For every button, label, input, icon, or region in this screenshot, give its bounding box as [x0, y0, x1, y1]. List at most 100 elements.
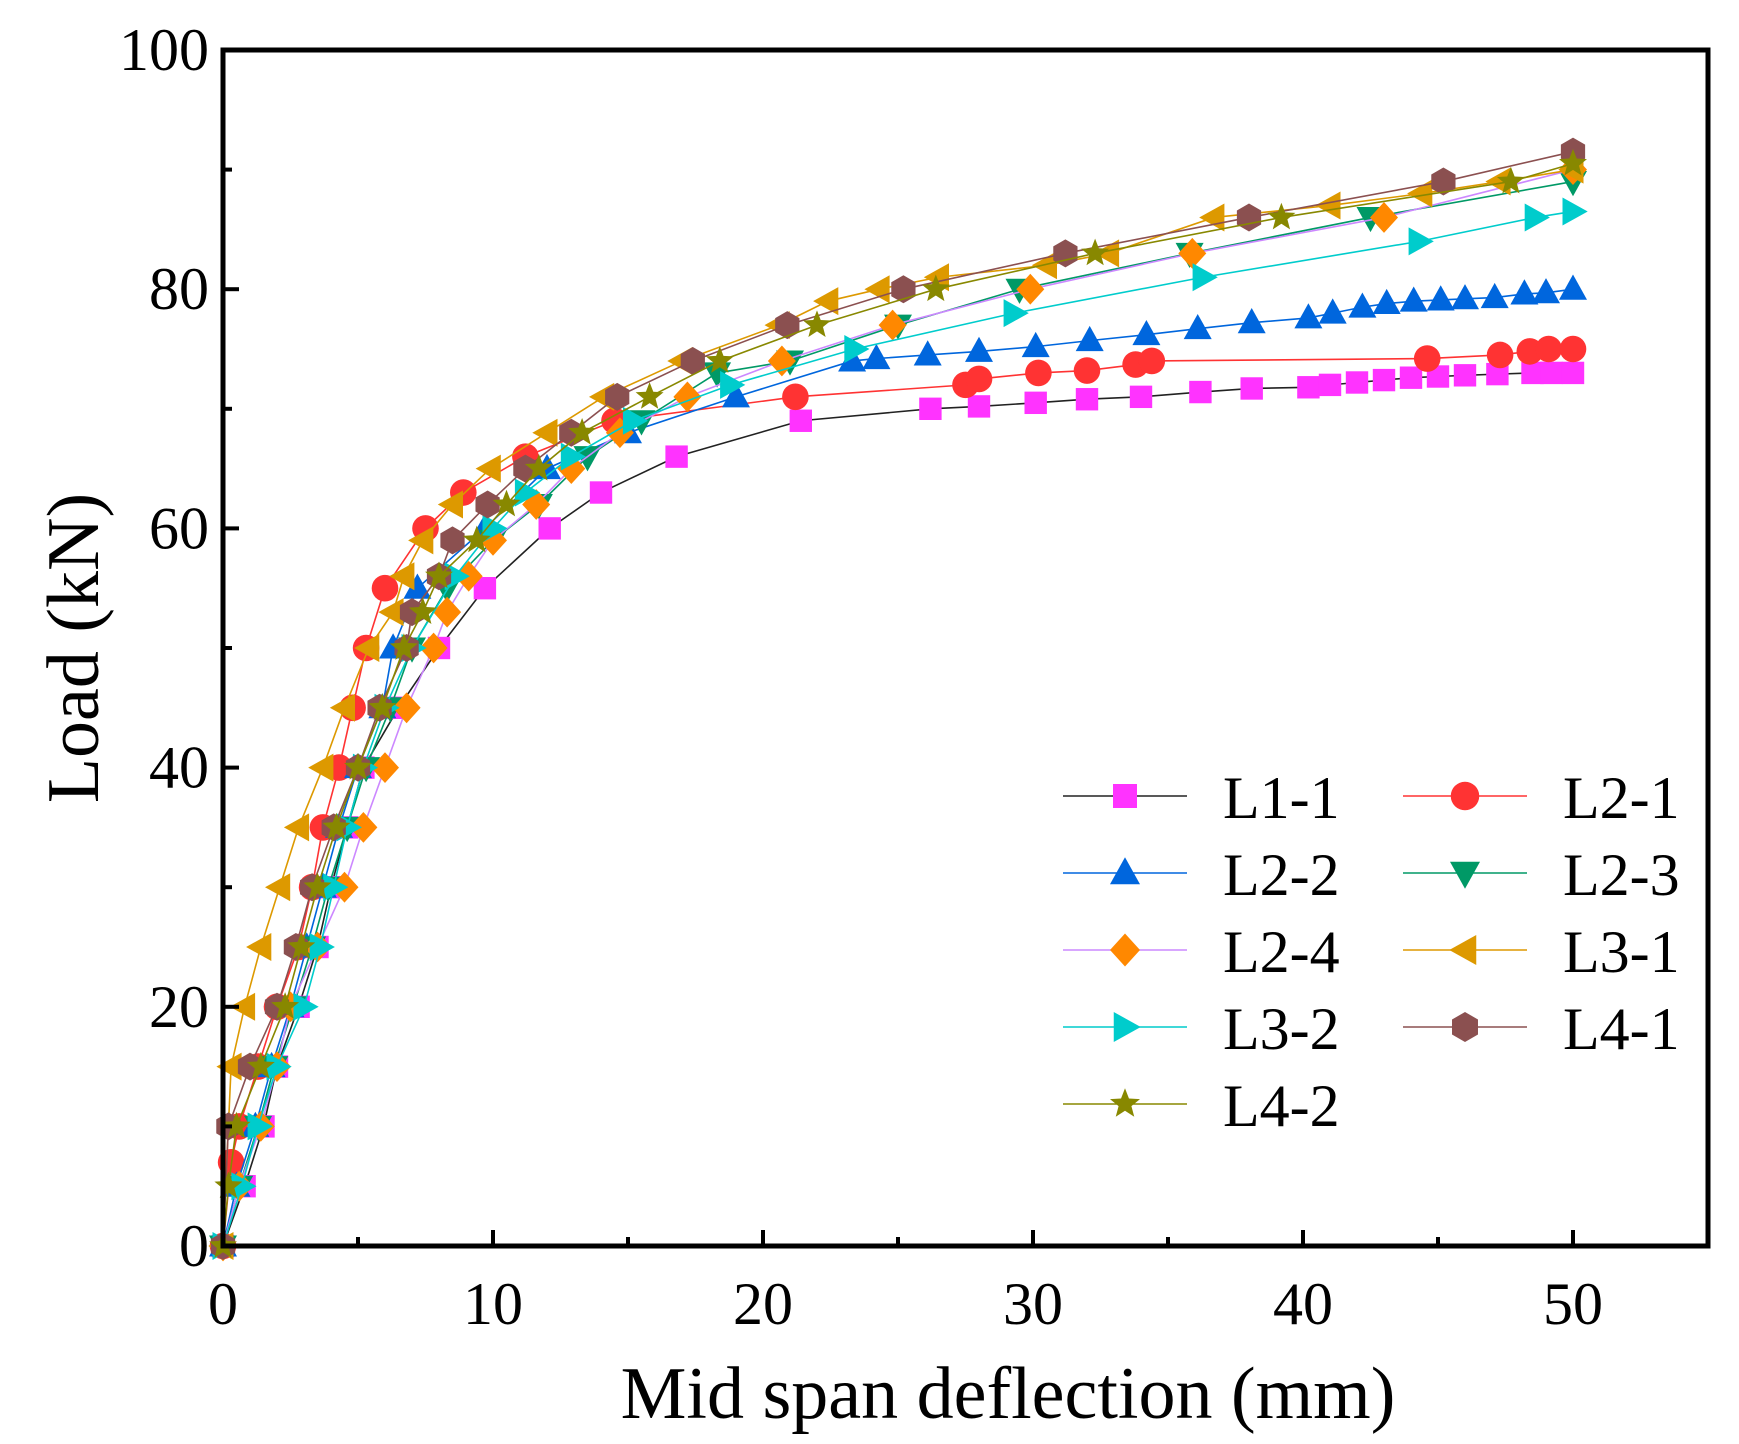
data-point: [309, 933, 335, 961]
data-point: [720, 370, 746, 399]
x-tick-label: 0: [208, 1271, 238, 1337]
data-point: [475, 490, 500, 519]
series-line: [222, 348, 1573, 1247]
data-point: [1521, 361, 1544, 385]
data-point: [271, 992, 300, 1019]
data-point: [344, 752, 372, 780]
data-point: [864, 275, 890, 304]
data-point: [482, 514, 508, 543]
legend-marker-icon: [1450, 861, 1480, 889]
data-point: [378, 598, 404, 627]
legend-label: L3-1: [1563, 919, 1680, 985]
data-point: [524, 453, 553, 481]
x-tick-label: 50: [1543, 1271, 1603, 1337]
y-tick-label: 20: [149, 974, 209, 1040]
legend-item: L3-1: [1403, 919, 1680, 985]
data-point: [287, 932, 316, 959]
data-point: [1540, 361, 1563, 385]
data-point: [862, 343, 891, 370]
data-point: [1408, 227, 1434, 256]
data-point: [475, 454, 501, 483]
y-tick-label: 60: [149, 495, 209, 561]
data-point: [473, 577, 497, 600]
y-axis-label: Load (kN): [33, 493, 115, 803]
data-point: [1559, 335, 1587, 363]
y-tick-label: 0: [179, 1213, 209, 1279]
data-point: [1399, 366, 1423, 389]
data-point: [1294, 303, 1323, 329]
data-point: [1453, 364, 1477, 387]
data-point: [229, 992, 256, 1021]
legend-label: L1-1: [1223, 765, 1340, 831]
data-point: [492, 489, 521, 517]
data-point: [408, 526, 434, 555]
data-point: [589, 481, 613, 504]
data-point: [891, 275, 916, 304]
data-point: [1496, 166, 1525, 194]
data-point: [1318, 373, 1342, 397]
data-point: [308, 753, 334, 782]
legend-marker-icon: [1110, 933, 1140, 967]
legend-item: L2-2: [1063, 842, 1340, 908]
data-point: [354, 634, 380, 662]
x-tick-label: 10: [463, 1271, 523, 1337]
data-point: [921, 274, 950, 302]
data-point: [665, 445, 688, 468]
x-tick-label: 20: [733, 1271, 793, 1337]
data-point: [368, 693, 397, 720]
legend-marker-icon: [1450, 781, 1480, 811]
series-l1-1: [211, 361, 1585, 1258]
data-point: [1559, 148, 1587, 176]
data-point: [425, 561, 453, 589]
legend-item: L1-1: [1063, 765, 1340, 831]
legend-label: L4-1: [1563, 996, 1680, 1062]
series-line: [222, 210, 1574, 1247]
data-point: [1075, 325, 1104, 352]
data-point: [323, 873, 349, 902]
series-layer: [208, 137, 1588, 1262]
y-tick-label: 80: [149, 256, 209, 322]
data-point: [322, 812, 351, 840]
data-point: [349, 812, 378, 843]
series-line: [222, 372, 1573, 1247]
legend-item: L2-1: [1403, 765, 1680, 831]
legend-label: L2-2: [1223, 842, 1340, 908]
y-tick-label: 100: [119, 17, 209, 83]
data-point: [433, 596, 462, 628]
data-point: [1093, 239, 1120, 268]
legend-item: L2-4: [1063, 919, 1340, 985]
data-point: [1348, 292, 1377, 318]
series-l2-1: [209, 335, 1587, 1260]
data-point: [1431, 167, 1456, 196]
data-point: [803, 310, 831, 337]
data-point: [231, 1172, 257, 1201]
data-point: [303, 872, 332, 900]
data-point: [1129, 385, 1153, 409]
legend-marker-icon: [1110, 857, 1140, 885]
data-point: [440, 526, 465, 555]
data-point: [1372, 368, 1396, 392]
data-point: [1138, 347, 1166, 375]
legend-marker-icon: [1452, 1012, 1478, 1042]
data-point: [532, 418, 558, 447]
legend-label: L3-2: [1223, 996, 1340, 1062]
data-point: [1240, 377, 1263, 400]
data-point: [1451, 284, 1479, 310]
data-point: [247, 1112, 273, 1141]
legend: L1-1 L2-1 L2-2 L2-3 L2-4 L3-1 L3-2 L4-1 L4-2: [1063, 765, 1680, 1139]
data-point: [1399, 286, 1428, 312]
data-point: [722, 382, 750, 408]
data-point: [1075, 388, 1099, 411]
legend-marker-icon: [1113, 784, 1137, 808]
data-point: [1561, 361, 1585, 385]
data-point: [437, 490, 463, 519]
data-point: [371, 752, 399, 783]
data-point: [329, 693, 355, 722]
data-point: [283, 813, 310, 842]
data-point: [1486, 362, 1509, 386]
legend-item: L2-3: [1403, 842, 1680, 908]
data-point: [1021, 331, 1050, 358]
data-point: [1183, 313, 1212, 340]
data-point: [965, 365, 993, 393]
